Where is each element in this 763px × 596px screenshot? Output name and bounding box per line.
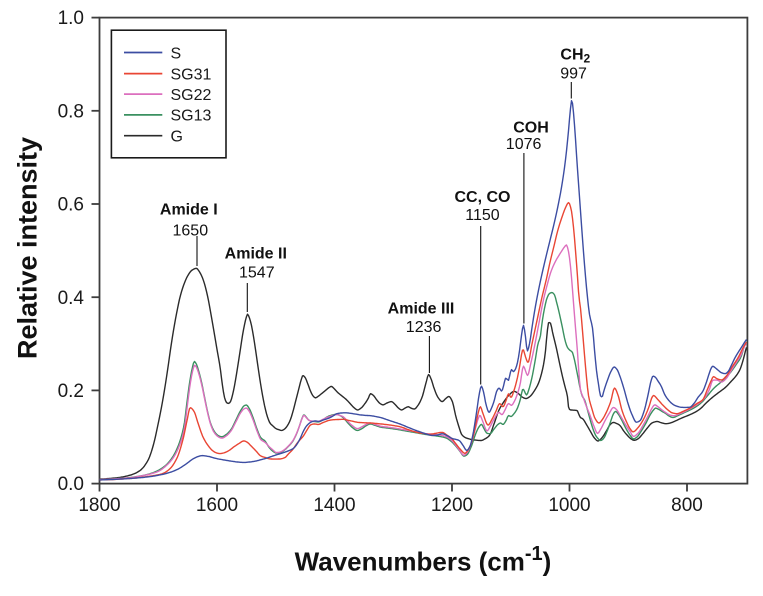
svg-text:Wavenumbers (cm-1): Wavenumbers (cm-1): [295, 543, 552, 577]
svg-text:1.0: 1.0: [58, 8, 84, 29]
svg-text:1600: 1600: [196, 495, 238, 516]
svg-text:0.4: 0.4: [58, 288, 85, 309]
svg-text:Amide I: Amide I: [160, 202, 218, 219]
svg-text:0.6: 0.6: [58, 195, 84, 216]
svg-text:Relative intensity: Relative intensity: [13, 137, 43, 359]
svg-text:S: S: [171, 45, 182, 62]
svg-text:0.8: 0.8: [58, 101, 84, 122]
svg-text:997: 997: [560, 65, 587, 82]
svg-text:1236: 1236: [406, 319, 442, 336]
svg-text:1400: 1400: [313, 495, 355, 516]
svg-text:CH2: CH2: [560, 47, 590, 66]
svg-text:1650: 1650: [173, 223, 209, 240]
svg-text:1800: 1800: [78, 495, 120, 516]
svg-text:1200: 1200: [431, 495, 473, 516]
svg-text:1547: 1547: [239, 265, 275, 282]
svg-text:Amide III: Amide III: [388, 301, 455, 318]
svg-text:SG31: SG31: [171, 66, 212, 83]
svg-text:CC, CO: CC, CO: [455, 189, 511, 206]
svg-text:800: 800: [671, 495, 703, 516]
svg-text:SG22: SG22: [171, 87, 212, 104]
svg-text:G: G: [171, 129, 183, 146]
svg-text:SG13: SG13: [171, 108, 212, 125]
svg-text:COH: COH: [513, 120, 549, 137]
svg-text:0.0: 0.0: [58, 474, 84, 495]
svg-text:1150: 1150: [465, 207, 500, 224]
svg-text:1000: 1000: [548, 495, 590, 516]
svg-text:Amide II: Amide II: [225, 246, 287, 263]
svg-text:1076: 1076: [506, 136, 542, 153]
svg-text:0.2: 0.2: [58, 381, 84, 402]
